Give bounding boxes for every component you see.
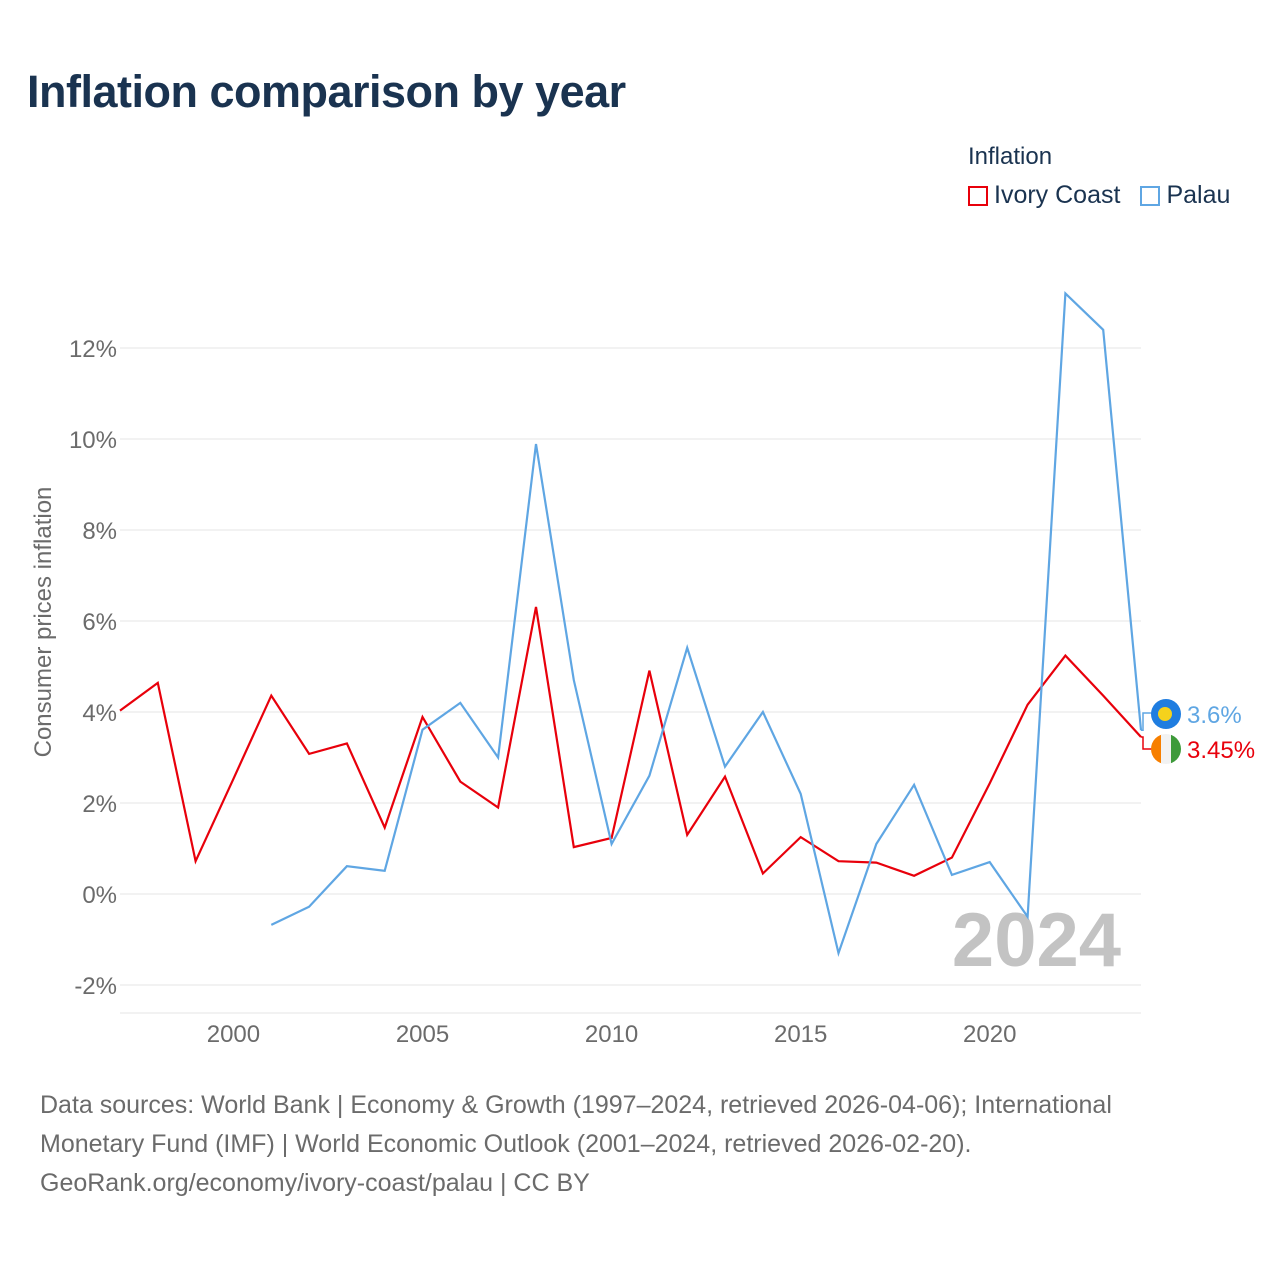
y-axis-label: Consumer prices inflation: [30, 487, 57, 758]
legend-item-ivory-coast[interactable]: Ivory Coast: [968, 181, 1120, 210]
end-label-palau: 3.6%: [1187, 702, 1242, 729]
legend-swatch-ivory-coast: [968, 185, 988, 206]
year-watermark: 2024: [952, 898, 1121, 983]
ivory-coast-flag-icon: [1151, 734, 1181, 764]
y-tick-label: 10%: [69, 427, 117, 454]
x-tick-label: 2015: [774, 1021, 827, 1048]
connector-ivory-coast: [1141, 736, 1152, 750]
x-tick-label: 2010: [585, 1021, 638, 1048]
legend: Inflation Ivory Coast Palau: [968, 143, 1230, 210]
y-tick-label: 4%: [82, 700, 117, 727]
line-chart: -2% 0% 2% 4% 6% 8% 10% 12% 2000 2005 2010 2015 2020 C…: [30, 290, 1255, 1048]
legend-swatch-palau: [1140, 185, 1161, 206]
source-line-3[interactable]: GeoRank.org/economy/ivory-coast/palau | …: [40, 1169, 590, 1197]
legend-items: Ivory Coast Palau: [968, 181, 1230, 210]
palau-flag-disc: [1158, 707, 1172, 721]
ivory-coast-flag-green: [1171, 734, 1181, 764]
y-tick-label: -2%: [74, 973, 117, 1000]
y-tick-label: 0%: [82, 882, 117, 909]
x-tick-label: 2020: [963, 1021, 1016, 1048]
series-line-palau: [270, 290, 1143, 958]
source-line-2[interactable]: Monetary Fund (IMF) | World Economic Out…: [40, 1130, 972, 1158]
legend-title: Inflation: [968, 143, 1053, 170]
ivory-coast-flag-white: [1161, 734, 1172, 764]
y-tick-label: 6%: [82, 609, 117, 636]
y-tick-label: 8%: [82, 518, 117, 545]
legend-label-palau: Palau: [1166, 181, 1231, 209]
ivory-coast-flag-orange: [1151, 734, 1162, 764]
data-sources: Data sources: World Bank | Economy & Gro…: [40, 1086, 1250, 1203]
x-tick-label: 2005: [396, 1021, 449, 1048]
chart-title: Inflation comparison by year: [27, 66, 626, 117]
y-tick-label: 12%: [69, 336, 117, 363]
legend-label-ivory-coast: Ivory Coast: [994, 181, 1121, 209]
series-line-ivory-coast: [119, 606, 1142, 877]
x-tick-label: 2000: [207, 1021, 260, 1048]
y-tick-label: 2%: [82, 791, 117, 818]
source-line-1[interactable]: Data sources: World Bank | Economy & Gro…: [40, 1091, 1112, 1119]
legend-item-palau[interactable]: Palau: [1140, 181, 1230, 210]
connector-palau: [1141, 712, 1152, 731]
end-label-ivory-coast: 3.45%: [1187, 737, 1255, 764]
